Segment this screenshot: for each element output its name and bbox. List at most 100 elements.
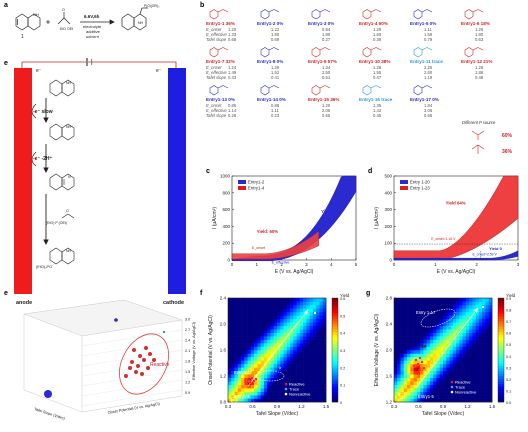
heat-cell	[260, 374, 265, 379]
trend-arrowhead	[304, 310, 308, 315]
heat-cell	[237, 350, 242, 354]
heat-cell	[257, 360, 261, 365]
heat-cell	[482, 350, 486, 354]
x-tick-label: 0	[393, 262, 396, 267]
heat-cell	[400, 398, 405, 403]
x-tick-label: 2	[280, 262, 283, 267]
heat-cell	[403, 308, 408, 313]
nonreactive-point	[314, 312, 316, 314]
colorbar-tick-label: 0.5	[340, 314, 345, 318]
heat-cell	[247, 332, 252, 337]
reactive-point	[414, 358, 418, 362]
heat-cell	[286, 304, 291, 309]
heat-cell	[277, 384, 281, 389]
heat-cell	[290, 346, 294, 351]
heat-cell	[488, 363, 493, 368]
heat-cell	[241, 339, 245, 344]
heat-cell	[423, 398, 427, 403]
heat-cell	[488, 356, 493, 361]
heat-cell	[439, 322, 444, 327]
heat-cell	[394, 329, 398, 333]
heat-cell	[410, 363, 414, 368]
heat-cell	[267, 356, 271, 361]
heat-cell	[397, 343, 401, 347]
heat-cell	[423, 304, 427, 309]
heat-cell	[416, 363, 421, 368]
heat-cell	[407, 370, 411, 375]
heat-cell	[270, 384, 275, 389]
entry-structure-icon	[362, 85, 382, 96]
annotation-entry1-17: Entry 1-17	[416, 310, 436, 315]
heat-cell	[316, 315, 320, 320]
legend-label: Nonreactive	[289, 392, 311, 397]
colorbar-cell	[498, 324, 504, 327]
heat-cell	[286, 298, 291, 302]
heat-cell	[299, 384, 304, 389]
heat-cell	[237, 339, 242, 344]
heat-cell	[231, 350, 235, 354]
heat-cell	[407, 388, 411, 392]
heat-cell	[250, 370, 255, 375]
heat-cell	[397, 374, 401, 379]
heat-cell	[273, 377, 278, 382]
heat-cell	[446, 329, 450, 333]
entry-value: 1.33	[228, 32, 237, 38]
heat-cell	[267, 343, 271, 347]
heat-cell	[410, 311, 414, 316]
heat-cell	[420, 311, 424, 316]
entry-name: Entry1-2 0%	[257, 21, 284, 27]
entry-structure-icon	[362, 47, 382, 58]
heat-cell	[488, 311, 493, 316]
x-tick-label: 0.6	[249, 404, 256, 409]
heat-cell	[293, 360, 297, 365]
heat-cell	[426, 350, 431, 354]
heat-cell	[312, 318, 317, 323]
heat-cell	[273, 343, 278, 347]
heat-cell	[250, 388, 255, 392]
heat-cell	[452, 363, 457, 368]
heat-cell	[488, 395, 493, 399]
heat-cell	[244, 356, 248, 361]
heat-cell	[237, 370, 242, 375]
heat-cell	[254, 363, 258, 368]
heat-cell	[280, 398, 284, 403]
heat-cell	[299, 318, 304, 323]
heat-cell	[446, 343, 450, 347]
heat-cell	[250, 311, 255, 316]
heat-cell	[312, 391, 317, 396]
heat-cell	[290, 311, 294, 316]
heat-cell	[400, 370, 405, 375]
heat-cell	[231, 315, 235, 320]
heat-cell	[410, 301, 414, 306]
heat-cell	[482, 384, 486, 389]
heat-cell	[290, 336, 294, 340]
heat-cell	[416, 374, 421, 379]
heat-cell	[410, 381, 414, 385]
heat-cell	[296, 315, 301, 320]
entry-structure-icon	[260, 47, 280, 58]
heat-cell	[462, 398, 467, 403]
heat-cell	[267, 381, 271, 385]
heat-cell	[446, 353, 450, 358]
heat-cell	[403, 374, 408, 379]
heat-cell	[319, 308, 324, 313]
heat-cell	[452, 318, 457, 323]
heat-cell	[478, 350, 483, 354]
heat-cell	[267, 329, 271, 333]
heat-cell	[247, 374, 252, 379]
heat-cell	[260, 332, 265, 337]
heat-cell	[319, 346, 324, 351]
heat-cell	[488, 384, 493, 389]
heat-cell	[273, 356, 278, 361]
heat-cell	[407, 339, 411, 344]
heat-cell	[244, 339, 248, 344]
heat-cell	[410, 322, 414, 327]
heat-cell	[234, 339, 239, 344]
heat-cell	[306, 350, 310, 354]
heat-cell	[394, 304, 398, 309]
heat-cell	[472, 391, 476, 396]
heat-cell	[283, 353, 288, 358]
heat-cell	[254, 395, 258, 399]
y-tick-label: 2.8	[386, 296, 393, 301]
z-tick-label: 0.9	[185, 391, 190, 395]
